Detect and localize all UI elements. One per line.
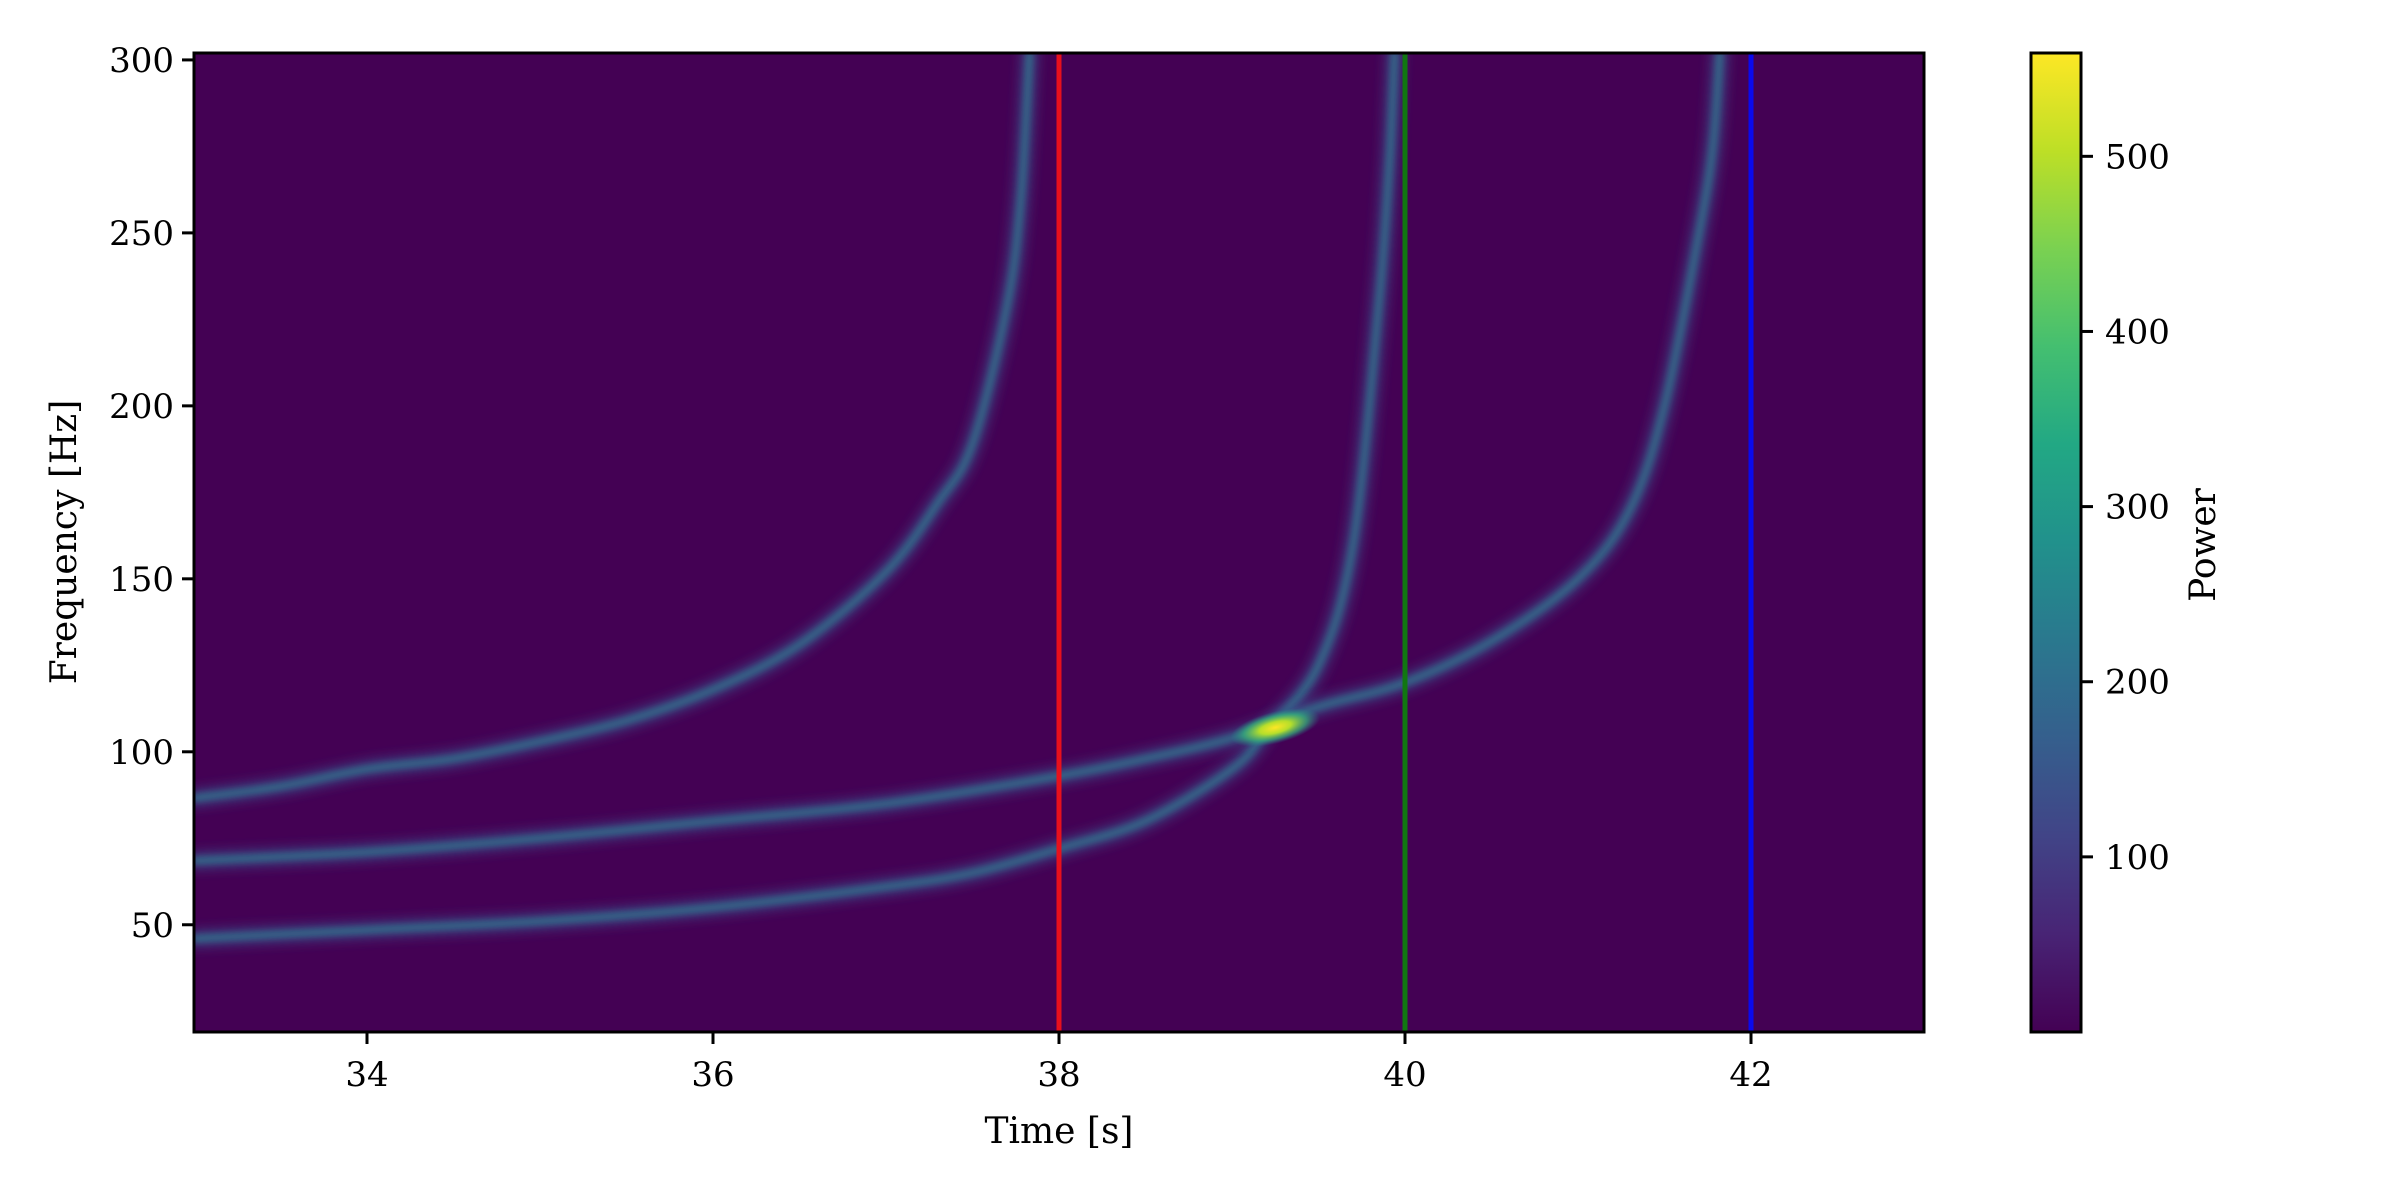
colorbar-gradient (2031, 53, 2081, 1032)
x-tick-label: 34 (345, 1055, 388, 1095)
y-tick-label: 300 (109, 41, 174, 81)
time-markers (1056, 53, 1754, 1032)
chirp-track (194, 53, 1038, 807)
colorbar-tick-label: 100 (2105, 838, 2170, 878)
x-axis-label: Time [s] (985, 1111, 1134, 1152)
colorbar-axis: 100 200 300 400 500 (2081, 137, 2170, 878)
chirp-track (194, 53, 1403, 947)
y-tick-label: 250 (109, 214, 174, 254)
colorbar-frame (2029, 51, 2083, 1034)
peak-power-spot (1230, 708, 1321, 747)
x-tick-label: 38 (1037, 1055, 1080, 1095)
x-tick-label: 40 (1383, 1055, 1426, 1095)
y-axis-label: Frequency [Hz] (44, 400, 85, 685)
plot-area (192, 51, 1926, 1034)
colorbar-tick-label: 400 (2105, 312, 2170, 352)
colorbar-tick-label: 500 (2105, 137, 2170, 177)
y-tick-label: 100 (109, 733, 174, 773)
chirp-tracks (194, 53, 1728, 947)
x-axis: 34 36 38 40 42 (345, 1032, 1773, 1095)
colorbar-tick-label: 300 (2105, 488, 2170, 528)
y-tick-label: 150 (109, 560, 174, 600)
y-tick-label: 200 (109, 387, 174, 427)
colorbar: 100 200 300 400 500 Power (2029, 51, 2224, 1034)
colorbar-tick-label: 200 (2105, 663, 2170, 703)
y-tick-label: 50 (131, 906, 174, 946)
x-tick-label: 36 (691, 1055, 734, 1095)
colorbar-label: Power (2183, 487, 2224, 602)
y-axis: 50 100 150 200 250 300 (109, 41, 194, 946)
x-tick-label: 42 (1729, 1055, 1772, 1095)
